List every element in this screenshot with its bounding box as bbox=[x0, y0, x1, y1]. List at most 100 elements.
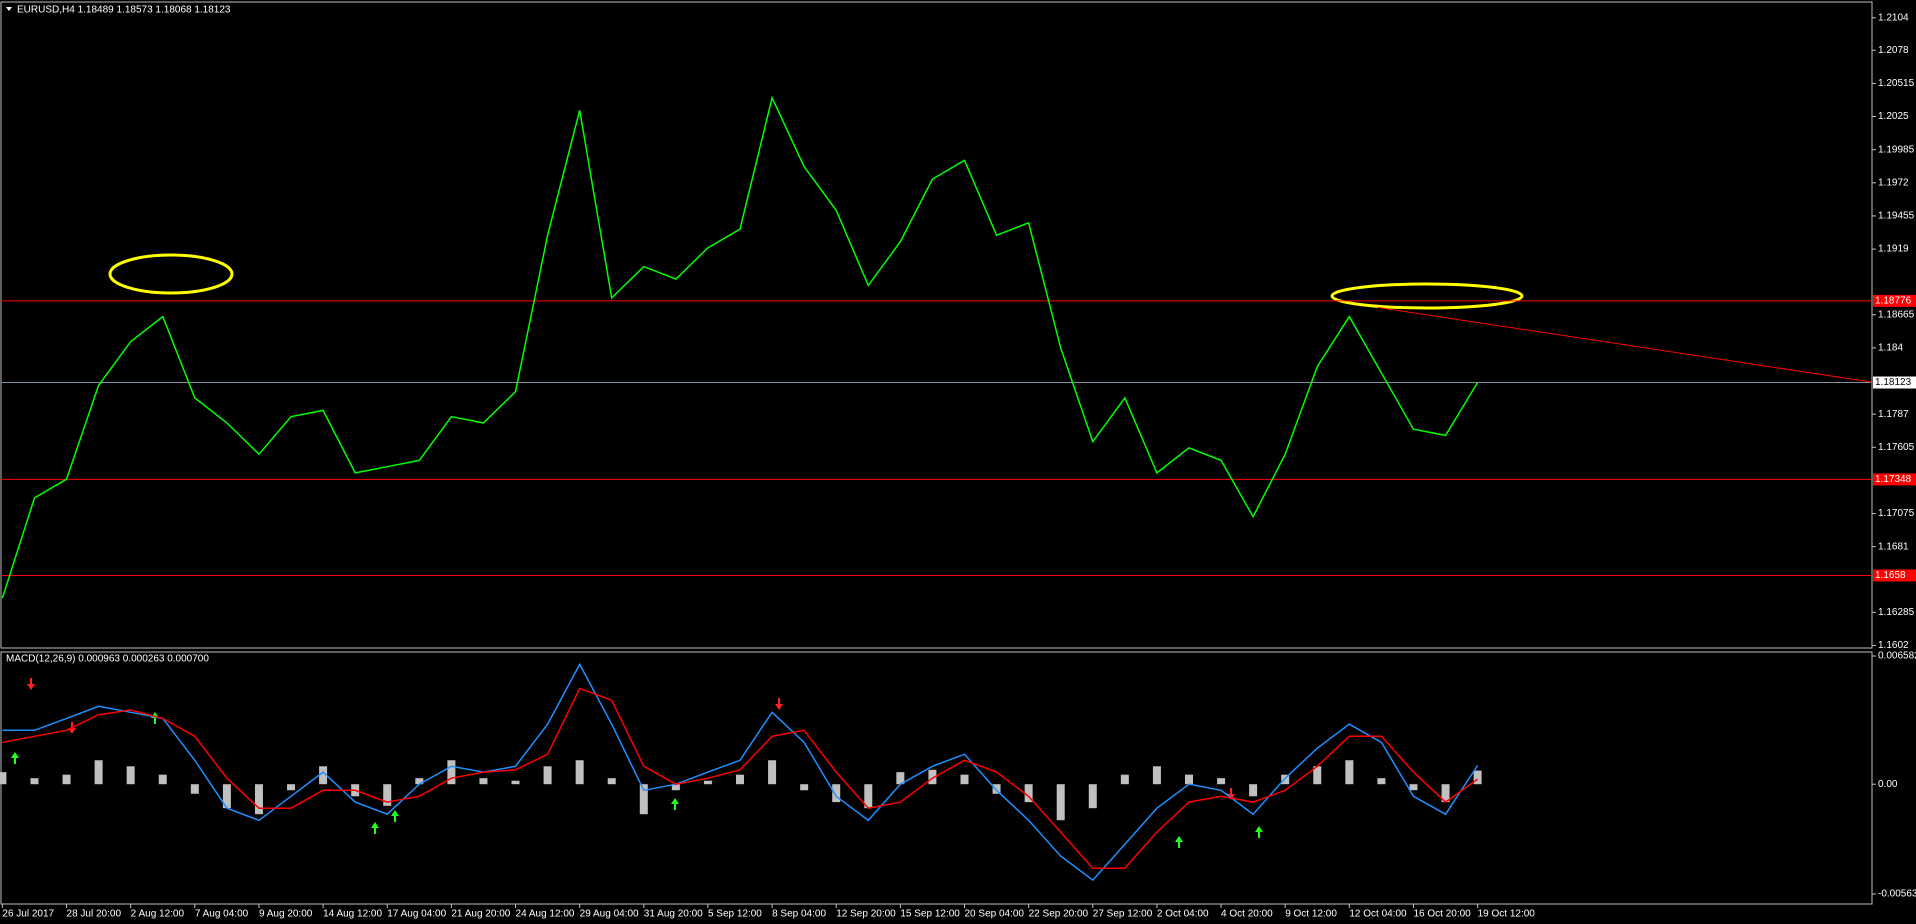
histogram-bar bbox=[1056, 784, 1065, 821]
trend-line bbox=[1377, 306, 1873, 383]
macd-title: MACD(12,26,9) 0.000963 0.000263 0.000700 bbox=[6, 654, 209, 665]
buy-arrow bbox=[391, 810, 399, 822]
y-tick-label: 0.006582 bbox=[1878, 651, 1916, 662]
histogram-bar bbox=[768, 760, 777, 785]
histogram-bar bbox=[447, 760, 456, 785]
highlight-ellipse bbox=[1330, 282, 1524, 310]
macd-line bbox=[2, 687, 1479, 869]
histogram-bar bbox=[1249, 784, 1258, 797]
histogram-bar bbox=[864, 784, 873, 809]
histogram-bar bbox=[960, 774, 969, 785]
buy-arrow bbox=[1175, 836, 1183, 848]
histogram-bar bbox=[1217, 778, 1226, 785]
level-label-bg bbox=[1873, 473, 1916, 486]
x-tick-label: 16 Oct 20:00 bbox=[1413, 909, 1471, 920]
histogram-bar bbox=[383, 784, 392, 806]
histogram-bar bbox=[190, 784, 199, 794]
histogram-bar bbox=[1281, 774, 1290, 785]
y-tick-label: 1.19455 bbox=[1878, 211, 1915, 222]
x-tick-label: 29 Aug 04:00 bbox=[580, 909, 639, 920]
histogram-bar bbox=[511, 780, 520, 785]
y-tick-label: 1.184 bbox=[1878, 343, 1903, 354]
histogram-bar bbox=[158, 774, 167, 785]
y-tick-label: 1.2078 bbox=[1878, 45, 1909, 56]
level-label: 1.17348 bbox=[1875, 474, 1912, 485]
y-tick-label: -0.005636 bbox=[1878, 889, 1916, 900]
x-tick-label: 21 Aug 20:00 bbox=[451, 909, 510, 920]
histogram-bar bbox=[1409, 784, 1418, 791]
x-tick-label: 20 Sep 04:00 bbox=[965, 909, 1025, 920]
x-tick-label: 31 Aug 20:00 bbox=[644, 909, 703, 920]
histogram-bar bbox=[832, 784, 841, 803]
y-tick-label: 1.19985 bbox=[1878, 144, 1915, 155]
histogram-bar bbox=[1345, 760, 1354, 785]
y-tick-label: 1.2104 bbox=[1878, 12, 1909, 23]
level-label-bg bbox=[1873, 294, 1916, 307]
level-label-bg bbox=[1873, 569, 1916, 582]
x-tick-label: 28 Jul 20:00 bbox=[67, 909, 122, 920]
histogram-bar bbox=[0, 772, 7, 785]
buy-arrow bbox=[151, 712, 159, 724]
x-tick-label: 12 Oct 04:00 bbox=[1349, 909, 1407, 920]
histogram-bar bbox=[479, 778, 488, 785]
histogram-bar bbox=[928, 769, 937, 785]
histogram-bar bbox=[992, 784, 1001, 794]
histogram-bar bbox=[1441, 784, 1450, 803]
x-tick-label: 22 Sep 20:00 bbox=[1029, 909, 1089, 920]
histogram-bar bbox=[222, 784, 231, 809]
y-tick-label: 1.1681 bbox=[1878, 541, 1909, 552]
y-tick-label: 1.1602 bbox=[1878, 640, 1909, 651]
histogram-bar bbox=[319, 766, 328, 785]
level-label: 1.1658 bbox=[1875, 570, 1906, 581]
price-line-series bbox=[1, 95, 1479, 599]
histogram-bar bbox=[1088, 784, 1097, 809]
histogram-bar bbox=[1120, 774, 1129, 785]
histogram-bar bbox=[126, 766, 135, 785]
menu-arrow[interactable] bbox=[6, 7, 12, 11]
x-tick-label: 24 Aug 12:00 bbox=[516, 909, 575, 920]
y-tick-label: 1.18665 bbox=[1878, 309, 1915, 320]
buy-arrow bbox=[11, 752, 19, 764]
x-tick-label: 5 Sep 12:00 bbox=[708, 909, 762, 920]
x-tick-label: 17 Aug 04:00 bbox=[387, 909, 446, 920]
histogram-bar bbox=[1377, 778, 1386, 785]
x-tick-label: 9 Aug 20:00 bbox=[259, 909, 313, 920]
buy-arrow bbox=[1255, 826, 1263, 838]
x-tick-label: 4 Oct 20:00 bbox=[1221, 909, 1273, 920]
x-tick-label: 7 Aug 04:00 bbox=[195, 909, 249, 920]
histogram-bar bbox=[896, 772, 905, 785]
y-tick-label: 1.16285 bbox=[1878, 607, 1915, 618]
histogram-bar bbox=[94, 760, 103, 785]
sell-arrow bbox=[27, 678, 35, 690]
y-tick-label: 1.17075 bbox=[1878, 508, 1915, 519]
histogram-bar bbox=[415, 778, 424, 785]
highlight-ellipse bbox=[108, 253, 234, 295]
histogram-bar bbox=[1024, 784, 1033, 803]
x-tick-label: 12 Sep 20:00 bbox=[836, 909, 896, 920]
y-tick-label: 1.17605 bbox=[1878, 442, 1915, 453]
histogram-bar bbox=[254, 784, 263, 815]
x-tick-label: 26 Jul 2017 bbox=[2, 909, 54, 920]
y-tick-label: 1.1787 bbox=[1878, 409, 1909, 420]
histogram-bar bbox=[1313, 766, 1322, 785]
y-tick-label: 1.2025 bbox=[1878, 111, 1909, 122]
histogram-bar bbox=[800, 784, 809, 791]
histogram-bar bbox=[575, 760, 584, 785]
price-panel bbox=[0, 1, 1873, 649]
buy-arrow bbox=[371, 822, 379, 834]
histogram-bar bbox=[736, 774, 745, 785]
x-tick-label: 8 Sep 04:00 bbox=[772, 909, 826, 920]
histogram-bar bbox=[639, 784, 648, 815]
y-tick-label: 1.1972 bbox=[1878, 177, 1909, 188]
histogram-bar bbox=[607, 778, 616, 785]
sell-arrow bbox=[775, 698, 783, 710]
x-tick-label: 15 Sep 12:00 bbox=[900, 909, 960, 920]
histogram-bar bbox=[1184, 774, 1193, 785]
chart-title: EURUSD,H4 1.18489 1.18573 1.18068 1.1812… bbox=[17, 5, 231, 16]
buy-arrow bbox=[671, 798, 679, 810]
histogram-bar bbox=[703, 780, 712, 785]
x-tick-label: 2 Oct 04:00 bbox=[1157, 909, 1209, 920]
histogram-bar bbox=[30, 778, 39, 785]
x-tick-label: 14 Aug 12:00 bbox=[323, 909, 382, 920]
